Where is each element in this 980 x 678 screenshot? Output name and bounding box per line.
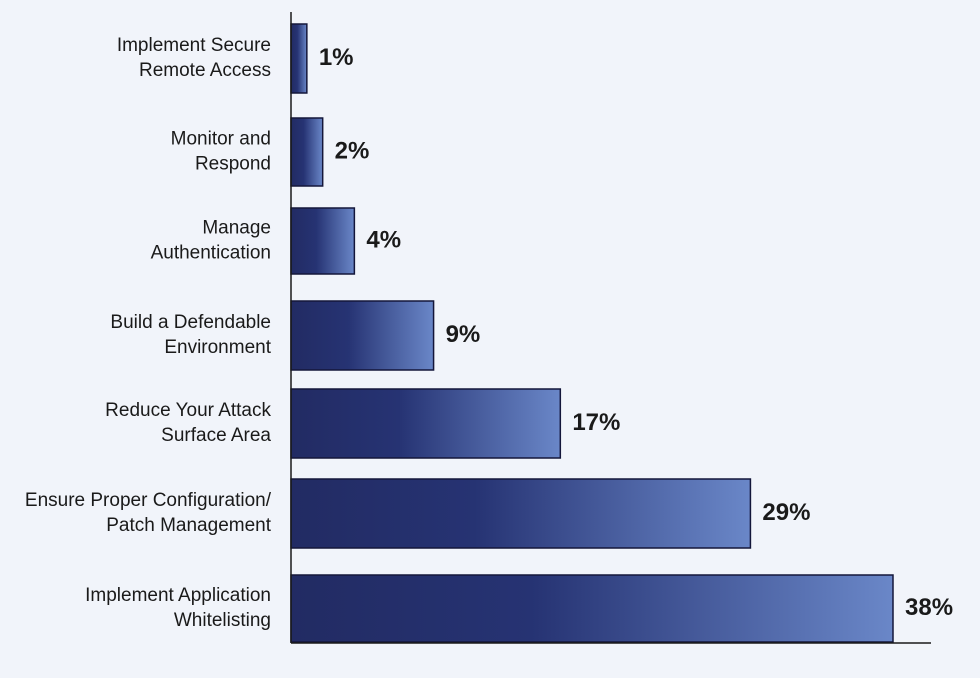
- bar-4: [290, 388, 562, 459]
- value-label-6: 38%: [905, 594, 953, 621]
- category-label-line: Reduce Your Attack: [105, 400, 271, 421]
- value-label-1: 2%: [335, 137, 370, 164]
- category-label-2: Manage Authentication: [151, 218, 271, 264]
- value-label-3: 9%: [446, 321, 481, 348]
- category-label-line: Manage: [202, 218, 271, 239]
- category-label-1: Monitor and Respond: [171, 129, 271, 175]
- value-label-4: 17%: [572, 409, 620, 436]
- value-label-0: 1%: [319, 44, 354, 71]
- category-label-line: Implement Secure: [117, 35, 271, 56]
- category-label-6: Implement Application Whitelisting: [85, 585, 271, 631]
- bar-0: [290, 23, 308, 94]
- bar-2: [290, 207, 356, 275]
- category-label-line: Ensure Proper Configuration/: [25, 490, 272, 511]
- bar-6: [290, 574, 894, 643]
- category-label-line: Patch Management: [106, 515, 271, 536]
- category-labels: Implement Secure Remote Access Monitor and…: [25, 35, 272, 631]
- category-label-line: Surface Area: [161, 425, 271, 446]
- category-label-line: Whitelisting: [174, 610, 271, 631]
- bar-5: [290, 478, 752, 549]
- value-labels: 1% 2% 4% 9% 17% 29% 38%: [319, 44, 953, 621]
- bars-layer: [290, 23, 894, 643]
- category-label-line: Environment: [164, 337, 271, 358]
- value-label-5: 29%: [762, 499, 810, 526]
- value-label-2: 4%: [366, 226, 401, 253]
- category-label-line: Remote Access: [139, 60, 271, 81]
- category-label-line: Authentication: [151, 243, 271, 264]
- category-label-line: Implement Application: [85, 585, 271, 606]
- bar-1: [290, 117, 324, 187]
- bar-3: [290, 300, 435, 371]
- category-label-3: Build a Defendable Environment: [110, 312, 271, 358]
- category-label-line: Monitor and: [171, 129, 271, 150]
- category-label-5: Ensure Proper Configuration/Patch Manage…: [25, 490, 272, 536]
- category-label-line: Build a Defendable: [110, 312, 271, 333]
- category-label-4: Reduce Your Attack Surface Area: [105, 400, 271, 446]
- category-label-0: Implement Secure Remote Access: [117, 35, 271, 81]
- category-label-line: Respond: [195, 154, 271, 175]
